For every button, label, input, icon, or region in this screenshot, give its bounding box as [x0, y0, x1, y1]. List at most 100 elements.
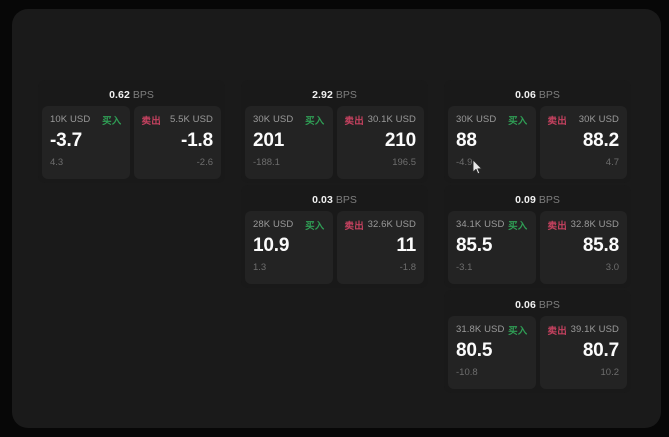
buy-delta-value: -188.1 [253, 157, 280, 168]
sell-action-label: 卖出 [344, 115, 364, 127]
sell-main-value: 80.7 [582, 340, 619, 361]
buy-action-label: 买入 [508, 220, 528, 232]
buy-main-value: 88 [456, 130, 477, 151]
bps-unit-label: BPS [538, 299, 560, 311]
bps-unit-label: BPS [538, 194, 560, 206]
bps-value: 0.06 [515, 299, 536, 311]
sell-size-label: 32.8K USD [570, 219, 619, 230]
sell-delta-value: 10.2 [600, 367, 620, 378]
sell-action-label: 卖出 [547, 325, 567, 337]
bps-value: 0.03 [312, 194, 333, 206]
buy-panel-header: 34.1K USD 买入 [456, 218, 528, 232]
buy-panel[interactable]: 34.1K USD 买入 85.5 -3.1 [448, 211, 536, 284]
sell-delta-value: -1.8 [399, 262, 416, 273]
sell-action-label: 卖出 [547, 220, 567, 232]
buy-action-label: 买入 [508, 115, 528, 127]
sell-main-value: 88.2 [582, 130, 619, 151]
card-sides: 34.1K USD 买入 85.5 -3.1 卖出 32.8K USD 85.8 3.0 [448, 211, 627, 284]
sell-main-value: 11 [396, 235, 416, 256]
buy-panel-header: 10K USD 买入 [50, 113, 122, 127]
sell-panel[interactable]: 卖出 30K USD 88.2 4.7 [539, 106, 627, 179]
sell-action-label: 卖出 [344, 220, 364, 232]
buy-delta-value: -4.9 [456, 157, 473, 168]
buy-panel[interactable]: 28K USD 买入 10.9 1.3 [245, 211, 333, 284]
bps-value: 2.92 [312, 89, 333, 101]
sell-panel[interactable]: 卖出 39.1K USD 80.7 10.2 [539, 316, 627, 389]
buy-panel[interactable]: 31.8K USD 买入 80.5 -10.8 [448, 316, 536, 389]
spread-card[interactable]: 0.09 BPS 34.1K USD 买入 85.5 -3.1 卖出 32.8K USD 85.… [444, 185, 631, 288]
sell-panel[interactable]: 卖出 32.6K USD 11 -1.8 [336, 211, 424, 284]
card-sides: 28K USD 买入 10.9 1.3 卖出 32.6K USD 11 -1.8 [245, 211, 424, 284]
buy-delta-value: -10.8 [456, 367, 478, 378]
buy-size-label: 30K USD [456, 114, 497, 125]
sell-delta-value: -2.6 [196, 157, 213, 168]
card-sides: 10K USD 买入 -3.7 4.3 卖出 5.5K USD -1.8 -2.6 [42, 106, 221, 179]
sell-size-label: 30.1K USD [367, 114, 416, 125]
sell-panel-header: 卖出 32.6K USD [344, 218, 417, 232]
sell-action-label: 卖出 [547, 115, 567, 127]
buy-size-label: 34.1K USD [456, 219, 505, 230]
app-window: 0.62 BPS 10K USD 买入 -3.7 4.3 卖出 5.5K USD -1.8 -2.… [12, 9, 661, 428]
spread-card[interactable]: 0.03 BPS 28K USD 买入 10.9 1.3 卖出 32.6K USD 11 -1.8 [241, 185, 428, 288]
sell-panel-header: 卖出 32.8K USD [547, 218, 620, 232]
sell-delta-value: 3.0 [605, 262, 619, 273]
sell-main-value: 85.8 [582, 235, 619, 256]
buy-main-value: -3.7 [50, 130, 82, 151]
sell-main-value: 210 [384, 130, 416, 151]
buy-panel-header: 30K USD 买入 [253, 113, 325, 127]
buy-size-label: 28K USD [253, 219, 294, 230]
sell-size-label: 5.5K USD [169, 114, 213, 125]
buy-panel-header: 30K USD 买入 [456, 113, 528, 127]
sell-panel-header: 卖出 30.1K USD [344, 113, 417, 127]
buy-action-label: 买入 [102, 115, 122, 127]
bps-value: 0.62 [109, 89, 130, 101]
buy-main-value: 201 [253, 130, 285, 151]
buy-delta-value: -3.1 [456, 262, 473, 273]
buy-delta-value: 4.3 [50, 157, 64, 168]
sell-size-label: 30K USD [578, 114, 619, 125]
card-bps-header: 0.03 BPS [245, 191, 424, 206]
spread-card[interactable]: 0.06 BPS 31.8K USD 买入 80.5 -10.8 卖出 39.1K USD 80… [444, 290, 631, 393]
spread-card-board: 0.62 BPS 10K USD 买入 -3.7 4.3 卖出 5.5K USD -1.8 -2.… [38, 80, 638, 400]
card-bps-header: 0.06 BPS [448, 296, 627, 311]
spread-card[interactable]: 0.06 BPS 30K USD 买入 88 -4.9 卖出 30K USD 88.2 4.7 [444, 80, 631, 183]
buy-size-label: 31.8K USD [456, 324, 505, 335]
sell-action-label: 卖出 [141, 115, 161, 127]
buy-main-value: 10.9 [253, 235, 290, 256]
sell-panel-header: 卖出 39.1K USD [547, 323, 620, 337]
buy-panel[interactable]: 10K USD 买入 -3.7 4.3 [42, 106, 130, 179]
buy-action-label: 买入 [305, 220, 325, 232]
sell-panel[interactable]: 卖出 5.5K USD -1.8 -2.6 [133, 106, 221, 179]
buy-size-label: 30K USD [253, 114, 294, 125]
bps-value: 0.09 [515, 194, 536, 206]
sell-main-value: -1.8 [181, 130, 213, 151]
sell-panel-header: 卖出 5.5K USD [141, 113, 214, 127]
buy-panel[interactable]: 30K USD 买入 201 -188.1 [245, 106, 333, 179]
bps-unit-label: BPS [538, 89, 560, 101]
card-sides: 30K USD 买入 88 -4.9 卖出 30K USD 88.2 4.7 [448, 106, 627, 179]
bps-value: 0.06 [515, 89, 536, 101]
sell-delta-value: 4.7 [605, 157, 619, 168]
card-sides: 30K USD 买入 201 -188.1 卖出 30.1K USD 210 196.5 [245, 106, 424, 179]
spread-card[interactable]: 2.92 BPS 30K USD 买入 201 -188.1 卖出 30.1K USD 210 1… [241, 80, 428, 183]
sell-panel-header: 卖出 30K USD [547, 113, 620, 127]
bps-unit-label: BPS [335, 194, 357, 206]
buy-action-label: 买入 [508, 325, 528, 337]
buy-panel[interactable]: 30K USD 买入 88 -4.9 [448, 106, 536, 179]
buy-delta-value: 1.3 [253, 262, 267, 273]
buy-panel-header: 28K USD 买入 [253, 218, 325, 232]
card-sides: 31.8K USD 买入 80.5 -10.8 卖出 39.1K USD 80.7 10.2 [448, 316, 627, 389]
buy-panel-header: 31.8K USD 买入 [456, 323, 528, 337]
sell-size-label: 39.1K USD [570, 324, 619, 335]
card-bps-header: 0.06 BPS [448, 86, 627, 101]
sell-size-label: 32.6K USD [367, 219, 416, 230]
sell-panel[interactable]: 卖出 30.1K USD 210 196.5 [336, 106, 424, 179]
card-bps-header: 2.92 BPS [245, 86, 424, 101]
bps-unit-label: BPS [335, 89, 357, 101]
buy-action-label: 买入 [305, 115, 325, 127]
sell-delta-value: 196.5 [392, 157, 416, 168]
sell-panel[interactable]: 卖出 32.8K USD 85.8 3.0 [539, 211, 627, 284]
bps-unit-label: BPS [132, 89, 154, 101]
buy-main-value: 80.5 [456, 340, 493, 361]
spread-card[interactable]: 0.62 BPS 10K USD 买入 -3.7 4.3 卖出 5.5K USD -1.8 -2.… [38, 80, 225, 183]
